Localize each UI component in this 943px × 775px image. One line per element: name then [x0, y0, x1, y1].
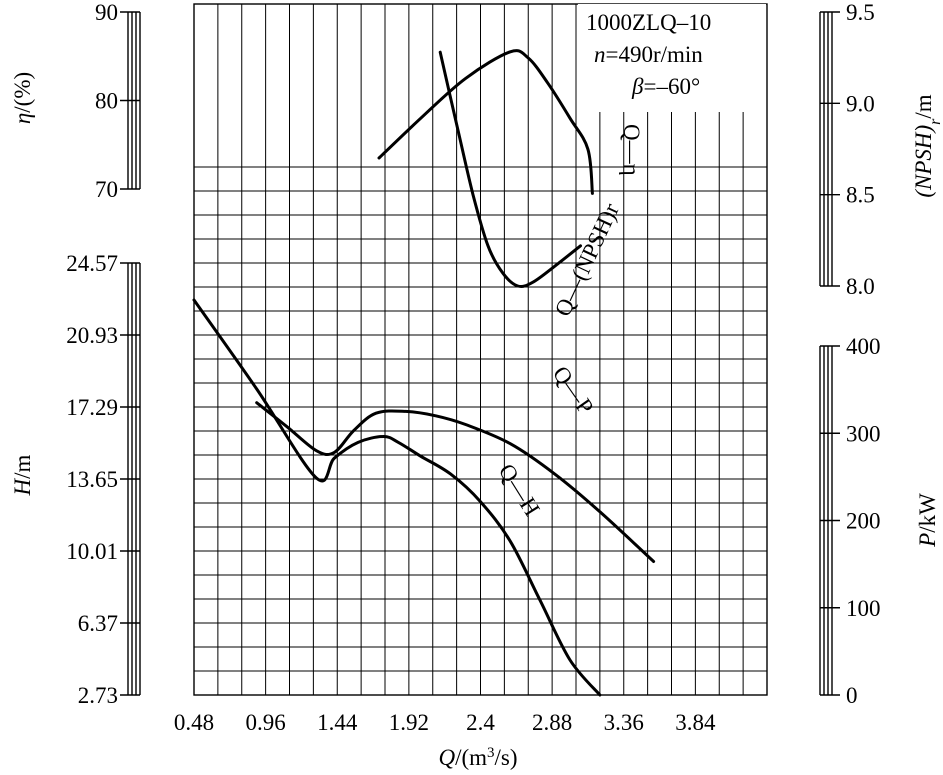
- plot-grid: [193, 3, 768, 696]
- npsh-curve: [438, 50, 582, 289]
- efficiency-tick-label: 90: [95, 0, 118, 25]
- flow-tick-label: 0.48: [174, 710, 214, 735]
- speed-value: =490r/min: [606, 42, 704, 67]
- efficiency-axis-title: η/(%): [10, 72, 35, 124]
- flow-tick-label: 3.36: [604, 710, 644, 735]
- head-tick-label: 2.73: [78, 683, 118, 708]
- npsh-tick-label: 8.0: [846, 274, 875, 299]
- power-scale: 0 100 200 300 400: [819, 334, 881, 708]
- power-tick-label: 300: [846, 421, 881, 446]
- head-tick-label: 13.65: [66, 467, 118, 492]
- flow-axis-ticks: 0.48 0.96 1.44 1.92 2.4 2.88 3.36 3.84: [174, 710, 716, 735]
- power-axis-unit: /kW: [915, 493, 940, 533]
- efficiency-axis-variable: η: [10, 113, 35, 124]
- flow-tick-label: 2.4: [466, 710, 495, 735]
- pump-model-label: 1000ZLQ–10: [586, 10, 711, 35]
- power-axis-variable: P: [915, 533, 940, 548]
- angle-value: =–60°: [643, 74, 700, 99]
- flow-axis-unit-exponent: 3: [487, 745, 495, 761]
- speed-variable: n: [594, 42, 606, 67]
- power-axis-title: P/kW: [915, 493, 940, 548]
- npsh-axis-title: (NPSH)r/m: [911, 94, 943, 197]
- flow-axis-variable: Q: [438, 745, 455, 770]
- head-tick-label: 17.29: [66, 395, 118, 420]
- power-tick-label: 200: [846, 509, 881, 534]
- power-tick-label: 400: [846, 334, 881, 359]
- npsh-tick-label: 9.0: [846, 91, 875, 116]
- title-block: 1000ZLQ–10 n=490r/min β=–60°: [578, 4, 766, 112]
- efficiency-curve: [377, 49, 594, 195]
- power-tick-label: 100: [846, 596, 881, 621]
- head-axis-variable: H: [10, 477, 35, 496]
- flow-tick-label: 1.44: [317, 710, 358, 735]
- power-tick-label: 0: [846, 683, 858, 708]
- head-tick-label: 10.01: [66, 539, 118, 564]
- efficiency-axis-unit: /(%): [10, 72, 35, 113]
- flow-tick-label: 3.84: [675, 710, 716, 735]
- npsh-axis-unit: /m: [911, 94, 936, 118]
- efficiency-tick-label: 80: [95, 89, 118, 114]
- flow-axis-unit-end: /s): [495, 745, 518, 770]
- title-block-background: [578, 4, 766, 112]
- head-tick-label: 6.37: [78, 611, 118, 636]
- head-curve: [192, 298, 602, 697]
- head-tick-label: 20.93: [66, 323, 118, 348]
- power-curve: [255, 401, 656, 563]
- npsh-tick-label: 9.5: [846, 0, 875, 25]
- npsh-axis-variable: (NPSH): [911, 125, 936, 198]
- npsh-tick-label: 8.5: [846, 183, 875, 208]
- efficiency-tick-label: 70: [95, 177, 118, 202]
- curve-layer: [192, 49, 656, 697]
- flow-tick-label: 2.88: [532, 710, 572, 735]
- curve-label-q-h: Q—H: [494, 459, 545, 520]
- npsh-scale: 8.0 8.5 9.0 9.5: [819, 0, 875, 299]
- curve-label-q-p: Q—P: [548, 362, 599, 419]
- flow-axis-title: Q/(m3/s): [438, 745, 517, 770]
- flow-tick-label: 0.96: [246, 710, 286, 735]
- flow-tick-label: 1.92: [389, 710, 429, 735]
- pump-speed-label: n=490r/min: [594, 42, 703, 67]
- head-axis-unit: /m: [10, 454, 35, 478]
- head-scale: 2.73 6.37 10.01 13.65 17.29 20.93 24.57: [66, 251, 141, 708]
- head-tick-label: 24.57: [66, 251, 118, 276]
- head-axis-title: H/m: [10, 454, 35, 496]
- npsh-axis-subscript: r: [927, 118, 943, 125]
- flow-axis-unit: /(m: [455, 745, 487, 770]
- axis-scales: 70 80 90 2.73 6.37 10.01 13.65 17.29 20.93 24.57 8…: [66, 0, 880, 735]
- efficiency-scale: 70 80 90: [95, 0, 141, 202]
- blade-angle-label: β=–60°: [631, 74, 700, 99]
- angle-variable: β: [631, 74, 644, 99]
- curve-label-q-eta: Q—η: [619, 124, 644, 176]
